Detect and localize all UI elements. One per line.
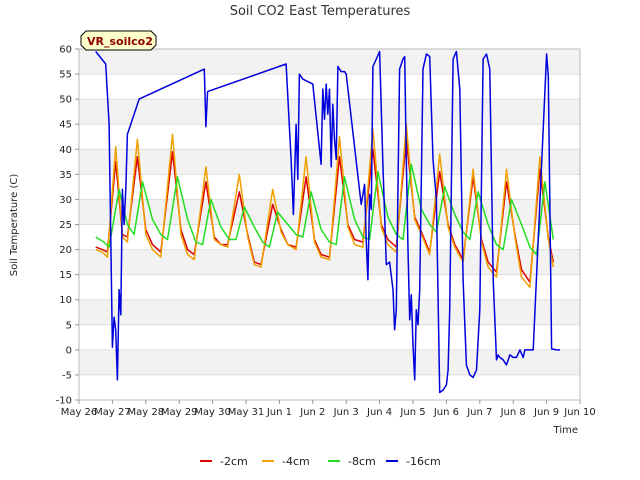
series-line-8cmcm: [95, 163, 555, 256]
x-tick-label: May 26: [61, 407, 98, 418]
series-lines: [95, 50, 560, 394]
annotation-label: VR_soilco2: [87, 35, 153, 48]
grid-band: [79, 299, 580, 325]
x-tick-label: May 29: [161, 407, 198, 418]
x-tick-label: Jun 6: [433, 407, 459, 418]
x-tick-label: Jun 2: [299, 407, 325, 418]
chart-title: Soil CO2 East Temperatures: [230, 4, 411, 19]
y-tick-label: 20: [59, 245, 72, 256]
x-tick-label: Jun 8: [500, 407, 526, 418]
x-tick-label: Jun 10: [563, 407, 596, 418]
x-tick-label: Jun 5: [399, 407, 425, 418]
y-axis-label: Soil Temperature (C): [9, 174, 20, 277]
y-tick-label: 45: [59, 120, 72, 131]
y-axis-ticks: -10 -5 0 5 10 15 20 25 30 35 40 45 50 55 60: [56, 45, 79, 407]
y-tick-label: -5: [62, 370, 72, 381]
grid-band: [79, 49, 580, 75]
series-line-16cmcm: [95, 50, 560, 394]
legend-label: -4cm: [282, 455, 310, 468]
x-tick-label: May 27: [94, 407, 131, 418]
y-tick-label: 35: [59, 170, 72, 181]
y-tick-label: 15: [59, 270, 72, 281]
grid-band: [79, 149, 580, 175]
legend-label: -8cm: [348, 455, 376, 468]
y-tick-label: 10: [59, 295, 72, 306]
y-tick-label: 55: [59, 70, 72, 81]
x-tick-label: May 31: [228, 407, 265, 418]
x-tick-label: Jun 1: [266, 407, 292, 418]
x-tick-label: May 30: [194, 407, 231, 418]
y-tick-label: 50: [59, 95, 72, 106]
y-tick-label: 5: [66, 320, 72, 331]
legend-label: -16cm: [406, 455, 441, 468]
grid-band: [79, 199, 580, 225]
y-tick-label: 40: [59, 145, 72, 156]
annotation-box: VR_soilco2: [80, 30, 157, 51]
x-tick-label: Jun 7: [466, 407, 492, 418]
y-tick-label: 0: [66, 345, 72, 356]
legend-label: -2cm: [220, 455, 248, 468]
y-tick-label: 60: [59, 45, 72, 56]
y-tick-label: -10: [56, 396, 72, 407]
y-tick-label: 25: [59, 220, 72, 231]
x-tick-label: May 28: [128, 407, 165, 418]
x-axis-label: Time: [553, 425, 578, 436]
x-tick-label: Jun 4: [366, 407, 392, 418]
series-line-4cmcm: [95, 123, 555, 288]
legend: -2cm -4cm -8cm -16cm: [200, 455, 441, 468]
x-tick-label: Jun 9: [533, 407, 559, 418]
x-tick-label: Jun 3: [333, 407, 359, 418]
y-tick-label: 30: [59, 195, 72, 206]
